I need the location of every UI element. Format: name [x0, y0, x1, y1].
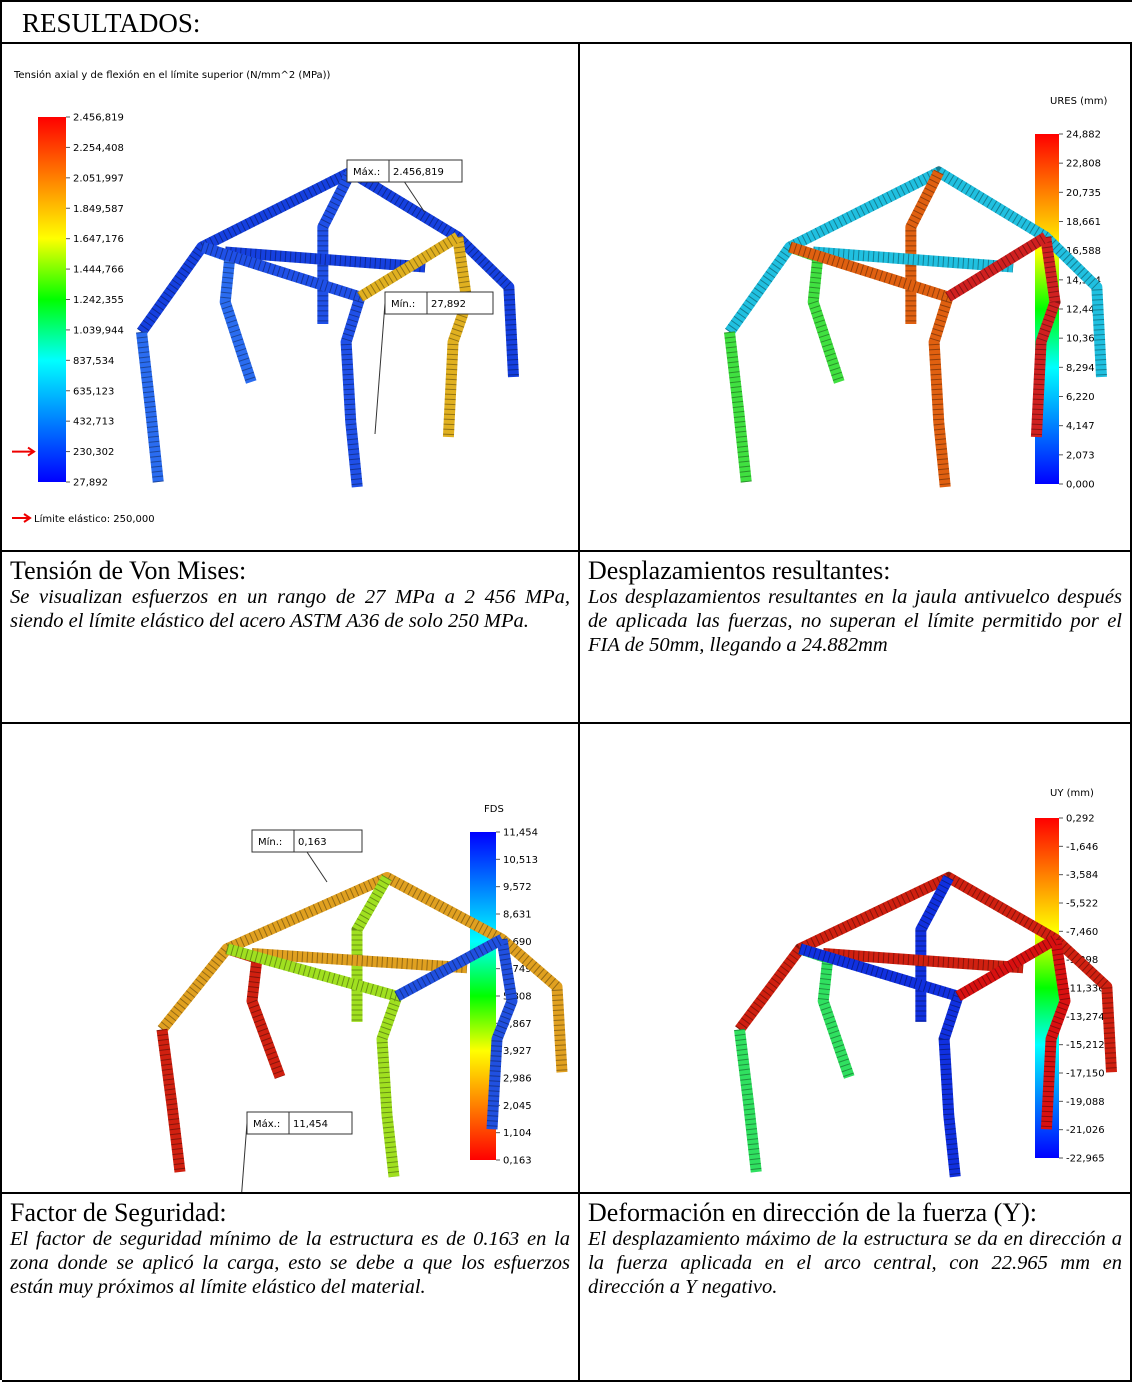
caption-heading: Tensión de Von Mises: — [10, 556, 570, 585]
legend-label: 3,927 — [503, 1046, 532, 1057]
caption-heading: Factor de Seguridad: — [10, 1198, 570, 1227]
legend-label: 2,986 — [503, 1074, 532, 1085]
callout-label: Mín.: — [258, 836, 282, 848]
legend-label: 9,572 — [503, 882, 532, 893]
cage-tube — [162, 1030, 180, 1173]
figure: URES (mm)24,88222,80820,73518,66116,5881… — [580, 42, 1130, 550]
legend-label: 24,882 — [1066, 130, 1101, 141]
legend-label: -22,965 — [1066, 1154, 1105, 1165]
legend-label: -17,150 — [1066, 1069, 1105, 1080]
legend-label: 2.254,408 — [73, 143, 124, 154]
caption-cell: Factor de Seguridad:El factor de segurid… — [2, 1194, 580, 1382]
caption-text: Los desplazamientos resultantes en la ja… — [588, 585, 1122, 657]
legend-label: 2.051,997 — [73, 173, 124, 184]
legend-label: 18,661 — [1066, 217, 1101, 228]
callout-leader — [307, 852, 327, 882]
cage — [162, 878, 562, 1177]
legend-label: -1,646 — [1066, 842, 1098, 853]
legend-label: 0,163 — [503, 1156, 532, 1167]
legend-label: 230,302 — [73, 447, 114, 458]
legend-label: 2,073 — [1066, 450, 1095, 461]
legend-label: 27,892 — [73, 478, 108, 489]
caption-cell: Deformación en dirección de la fuerza (Y… — [580, 1194, 1132, 1382]
legend-label: 22,808 — [1066, 159, 1101, 170]
legend-label: 10,513 — [503, 855, 538, 866]
legend-label: -19,088 — [1066, 1097, 1105, 1108]
caption-heading: Deformación en dirección de la fuerza (Y… — [588, 1198, 1122, 1227]
legend-label: -21,026 — [1066, 1125, 1105, 1136]
legend-label: 1.242,355 — [73, 295, 124, 306]
figure-title: URES (mm) — [1050, 96, 1107, 107]
figure-title: UY (mm) — [1050, 788, 1094, 799]
legend-label: 0,000 — [1066, 480, 1095, 491]
note: Límite elástico: 250,000 — [34, 513, 155, 525]
figure: Tensión axial y de flexión en el límite … — [2, 42, 578, 550]
legend-label: 1,104 — [503, 1128, 532, 1139]
figure: UY (mm)0,292-1,646-3,584-5,522-7,460-9,3… — [580, 724, 1130, 1192]
legend-label: 20,735 — [1066, 188, 1101, 199]
caption-cell: Tensión de Von Mises:Se visualizan esfue… — [2, 552, 580, 724]
legend-label: 1.849,587 — [73, 204, 124, 215]
figure-title: Tensión axial y de flexión en el límite … — [13, 69, 331, 81]
cage — [142, 172, 514, 487]
legend-label: 2.456,819 — [73, 113, 124, 124]
legend-label: 0,292 — [1066, 814, 1095, 825]
cage-tube — [800, 949, 849, 1077]
caption-text: El factor de seguridad mínimo de la estr… — [10, 1227, 570, 1299]
caption-text: El desplazamiento máximo de la estructur… — [588, 1227, 1122, 1299]
legend-label: -3,584 — [1066, 870, 1098, 881]
caption-text: Se visualizan esfuerzos en un rango de 2… — [10, 585, 570, 633]
callout-value: 11,454 — [293, 1119, 328, 1130]
legend-label: -5,522 — [1066, 899, 1098, 910]
legend-label: -13,274 — [1066, 1012, 1105, 1023]
legend-label: 635,123 — [73, 386, 114, 397]
figure-title: FDS — [484, 804, 504, 815]
callout-label: Máx.: — [253, 1118, 280, 1130]
legend-label: -15,212 — [1066, 1040, 1105, 1051]
caption-cell: Desplazamientos resultantes:Los desplaza… — [580, 552, 1132, 724]
header-title: RESULTADOS: — [2, 2, 1132, 44]
callout-value: 2.456,819 — [393, 167, 444, 178]
callout-value: 0,163 — [298, 837, 327, 848]
callout-value: 27,892 — [431, 299, 466, 310]
legend-label: 6,220 — [1066, 392, 1095, 403]
cage-tube — [227, 949, 280, 1077]
legend-label: 8,294 — [1066, 363, 1095, 374]
figure-cell: Tensión axial y de flexión en el límite … — [2, 42, 580, 552]
callout-leader — [237, 1123, 247, 1192]
callout-label: Máx.: — [353, 166, 380, 178]
legend-label: 432,713 — [73, 417, 114, 428]
legend-label: 1.647,176 — [73, 234, 124, 245]
legend-label: 8,631 — [503, 910, 532, 921]
legend-label: 1.039,944 — [73, 325, 124, 336]
cage-tube — [740, 1030, 757, 1173]
legend-label: 4,147 — [1066, 421, 1095, 432]
callout-leader — [375, 303, 385, 434]
callout-label: Mín.: — [391, 298, 415, 310]
legend-label: -7,460 — [1066, 927, 1098, 938]
legend-bar — [38, 117, 66, 482]
page: RESULTADOS: Tensión axial y de flexión e… — [0, 0, 1132, 1380]
caption-heading: Desplazamientos resultantes: — [588, 556, 1122, 585]
limit-arrow — [12, 448, 34, 456]
figure-cell: UY (mm)0,292-1,646-3,584-5,522-7,460-9,3… — [580, 724, 1132, 1194]
legend-label: 1.444,766 — [73, 265, 124, 276]
legend-label: 11,454 — [503, 828, 538, 839]
note-arrow — [12, 514, 30, 522]
figure: FDS11,45410,5139,5728,6317,6906,7495,808… — [2, 724, 578, 1192]
legend-label: 2,045 — [503, 1101, 532, 1112]
legend-label: 837,534 — [73, 356, 114, 367]
